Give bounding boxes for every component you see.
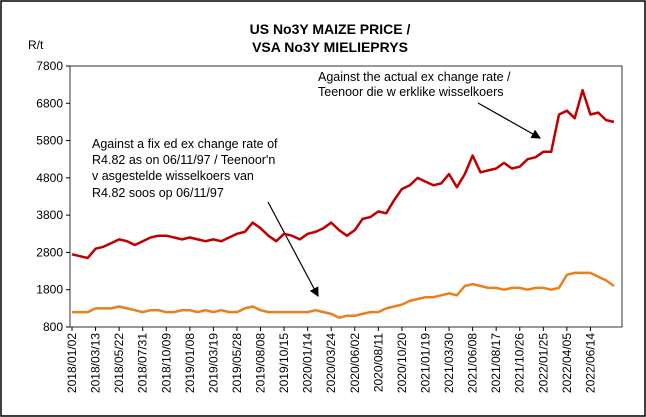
annotation: Against a fix ed ex change rate of [92,137,278,151]
annotation: R4.82 soos op 06/11/97 [92,186,224,200]
arrow [267,201,319,298]
x-tick-label: 2019/08/08 [254,333,268,393]
x-tick-label: 2021/10/26 [513,333,527,393]
annotation: Against the actual ex change rate / [318,70,511,84]
x-tick-label: 2018/10/09 [159,333,173,393]
x-tick-label: 2020/10/20 [395,333,409,393]
x-tick-label: 2021/01/19 [418,333,432,393]
plot-area [69,65,623,328]
x-tick-label: 2021/06/08 [466,333,480,393]
x-tick-label: 2020/08/11 [371,333,385,392]
chart-title: US No3Y MAIZE PRICE / [250,21,411,37]
x-tick-label: 2018/03/13 [89,333,103,393]
x-tick-label: 2020/01/14 [301,333,315,393]
chart-title: VSA No3Y MIELIEPRYS [252,39,408,55]
x-tick-label: 2018/01/02 [65,333,79,393]
annotation: R4.82 as on 06/11/97 / Teenoor'n [92,153,275,167]
y-tick-label: 800 [43,320,63,334]
y-tick-label: 1800 [36,283,63,297]
annotation: v asgestelde wisselkoers van [92,169,254,183]
x-tick-label: 2019/05/28 [230,333,244,393]
series-line [72,271,615,319]
x-tick-label: 2019/10/15 [277,333,291,393]
x-tick-label: 2020/06/02 [348,333,362,393]
y-tick-label: 3800 [36,208,63,222]
x-tick-label: 2022/01/25 [536,333,550,393]
y-tick-label: 7800 [36,59,63,73]
x-tick-label: 2018/05/22 [112,333,126,393]
x-tick-label: 2022/04/05 [560,333,574,393]
x-tick-label: 2021/03/30 [442,333,456,393]
y-tick-label: 5800 [36,134,63,148]
x-tick-label: 2021/08/17 [489,333,503,393]
x-tick-label: 2019/01/08 [183,333,197,393]
y-tick-label: 2800 [36,245,63,259]
y-tick-label: 6800 [36,96,63,110]
x-tick-label: 2020/03/24 [324,333,338,393]
x-tick-label: 2019/03/19 [206,333,220,393]
series-line [71,88,615,260]
y-axis-label: R/t [28,38,44,52]
y-tick-label: 4800 [36,171,63,185]
x-tick-label: 2022/06/14 [583,333,597,393]
x-tick-label: 2018/07/31 [136,333,150,393]
arrow [477,102,542,139]
annotation: Teenoor die w erklike wisselkoers [318,85,504,99]
